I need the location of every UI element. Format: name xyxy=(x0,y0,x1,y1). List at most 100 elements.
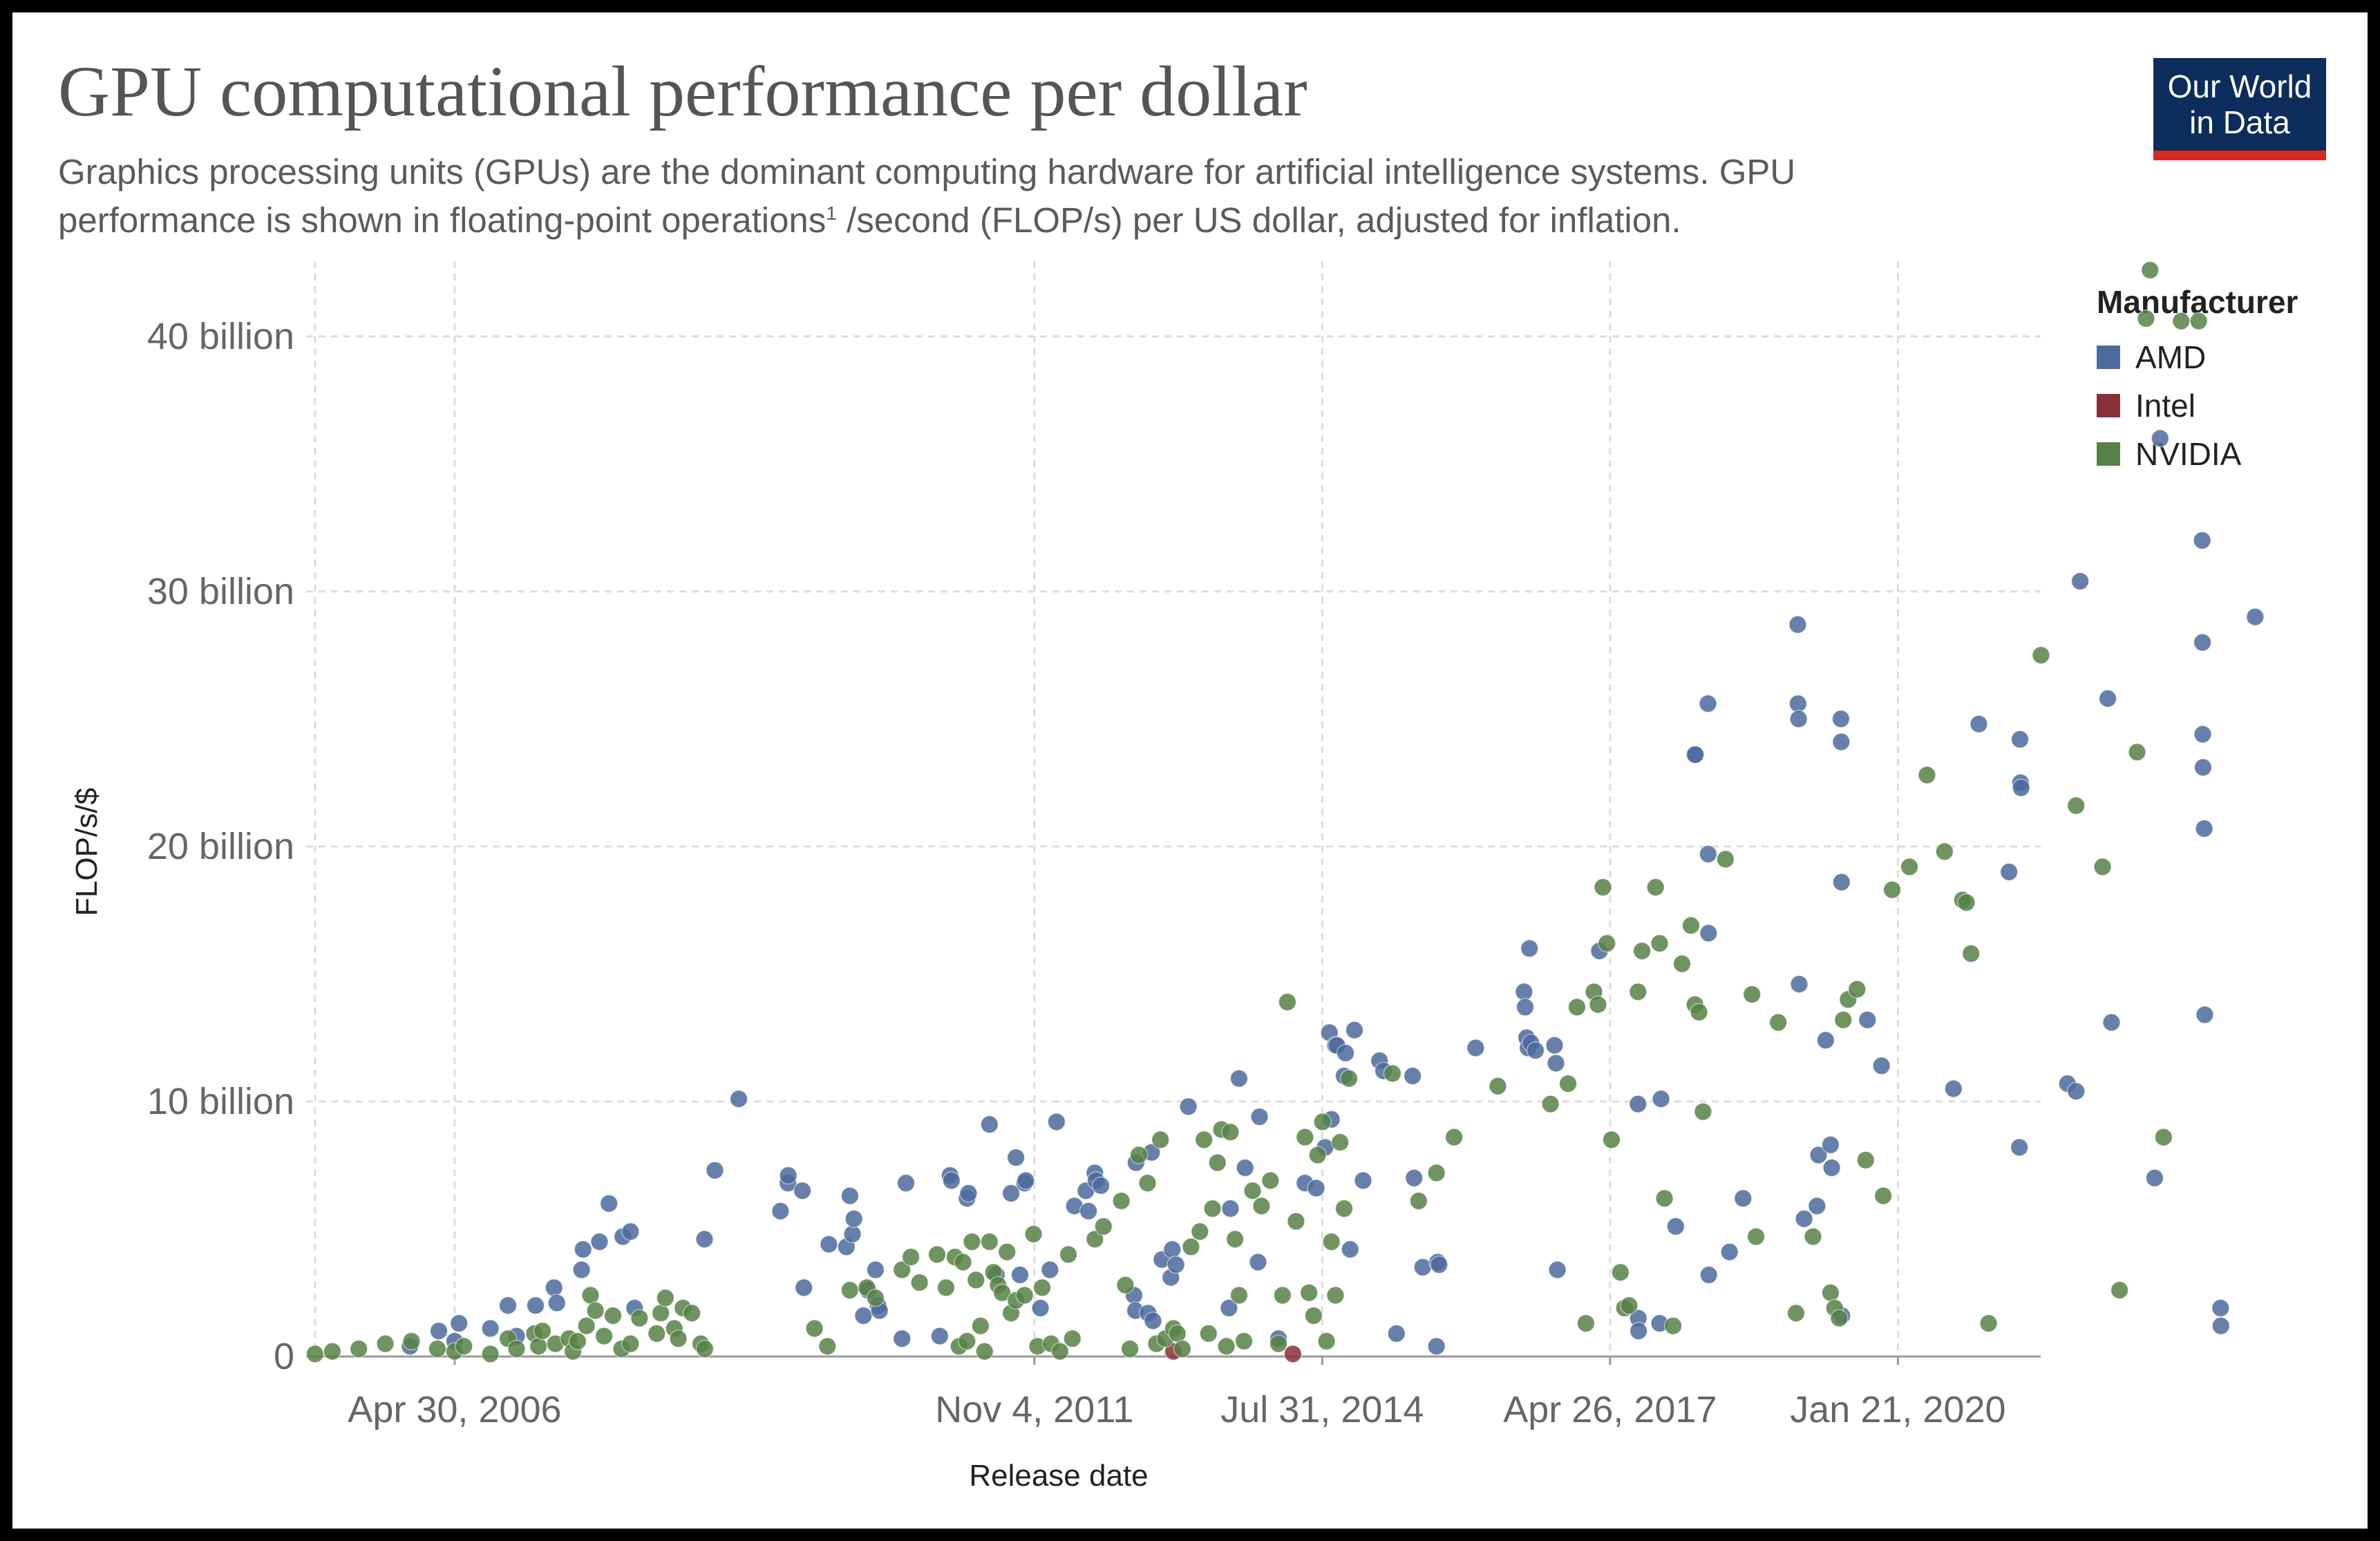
data-point-amd[interactable] xyxy=(1699,694,1717,713)
data-point-nvidia[interactable] xyxy=(1015,1286,1034,1305)
data-point-amd[interactable] xyxy=(1250,1107,1269,1126)
data-point-nvidia[interactable] xyxy=(1339,1069,1359,1088)
data-point-nvidia[interactable] xyxy=(350,1339,368,1359)
data-point-amd[interactable] xyxy=(843,1225,862,1243)
data-point-nvidia[interactable] xyxy=(1234,1332,1254,1350)
data-point-amd[interactable] xyxy=(2098,689,2117,708)
data-point-nvidia[interactable] xyxy=(1594,878,1612,897)
data-point-nvidia[interactable] xyxy=(1650,934,1669,953)
data-point-nvidia[interactable] xyxy=(975,1342,994,1361)
data-point-nvidia[interactable] xyxy=(1743,985,1762,1004)
data-point-nvidia[interactable] xyxy=(1334,1199,1354,1218)
data-point-amd[interactable] xyxy=(600,1194,618,1213)
data-point-nvidia[interactable] xyxy=(1979,1314,1998,1333)
data-point-amd[interactable] xyxy=(1167,1256,1185,1274)
data-point-nvidia[interactable] xyxy=(805,1319,824,1338)
data-point-amd[interactable] xyxy=(1047,1113,1066,1131)
data-point-amd[interactable] xyxy=(2246,607,2265,626)
data-point-nvidia[interactable] xyxy=(1882,880,1902,899)
data-point-nvidia[interactable] xyxy=(1261,1171,1280,1190)
data-point-nvidia[interactable] xyxy=(1221,1123,1240,1142)
data-point-nvidia[interactable] xyxy=(1317,1332,1336,1350)
data-point-amd[interactable] xyxy=(729,1090,748,1108)
data-point-amd[interactable] xyxy=(1686,745,1705,764)
data-point-nvidia[interactable] xyxy=(1322,1232,1341,1251)
data-point-amd[interactable] xyxy=(1832,732,1851,751)
data-point-nvidia[interactable] xyxy=(1769,1013,1788,1032)
data-point-amd[interactable] xyxy=(590,1232,609,1251)
data-point-amd[interactable] xyxy=(1699,1265,1718,1285)
data-point-amd[interactable] xyxy=(1017,1171,1035,1190)
data-point-nvidia[interactable] xyxy=(1576,1314,1595,1333)
data-point-amd[interactable] xyxy=(2000,862,2019,881)
data-point-nvidia[interactable] xyxy=(1269,1334,1288,1353)
data-point-amd[interactable] xyxy=(706,1161,724,1180)
data-point-amd[interactable] xyxy=(820,1235,838,1254)
data-point-nvidia[interactable] xyxy=(1567,998,1587,1017)
data-point-nvidia[interactable] xyxy=(1589,995,1607,1014)
data-point-amd[interactable] xyxy=(2193,725,2212,744)
data-point-nvidia[interactable] xyxy=(1168,1324,1187,1343)
data-point-amd[interactable] xyxy=(1789,710,1808,728)
data-point-amd[interactable] xyxy=(1179,1097,1198,1116)
data-point-amd[interactable] xyxy=(1307,1179,1325,1198)
data-point-amd[interactable] xyxy=(1007,1148,1026,1167)
data-point-nvidia[interactable] xyxy=(1191,1222,1209,1241)
legend-item-amd[interactable]: AMD xyxy=(2097,333,2298,381)
data-point-nvidia[interactable] xyxy=(866,1289,885,1307)
data-point-nvidia[interactable] xyxy=(1716,850,1735,869)
data-point-amd[interactable] xyxy=(545,1278,563,1297)
data-point-amd[interactable] xyxy=(1699,844,1718,864)
data-point-nvidia[interactable] xyxy=(2067,796,2086,815)
owid-logo[interactable]: Our World in Data xyxy=(2153,58,2326,160)
data-point-nvidia[interactable] xyxy=(1427,1164,1446,1182)
data-point-amd[interactable] xyxy=(1091,1176,1111,1195)
data-point-amd[interactable] xyxy=(1163,1240,1182,1259)
data-point-nvidia[interactable] xyxy=(1445,1128,1464,1146)
data-point-amd[interactable] xyxy=(980,1115,999,1134)
data-point-nvidia[interactable] xyxy=(1151,1131,1170,1149)
data-point-amd[interactable] xyxy=(1734,1189,1753,1208)
data-point-amd[interactable] xyxy=(1822,1158,1841,1178)
data-point-nvidia[interactable] xyxy=(936,1278,956,1297)
data-point-amd[interactable] xyxy=(795,1278,813,1297)
data-point-nvidia[interactable] xyxy=(323,1342,342,1361)
data-point-nvidia[interactable] xyxy=(980,1232,999,1251)
data-point-nvidia[interactable] xyxy=(1326,1286,1345,1305)
data-point-amd[interactable] xyxy=(1970,715,1988,733)
data-point-nvidia[interactable] xyxy=(1121,1339,1140,1359)
data-point-amd[interactable] xyxy=(1699,924,1718,943)
data-point-amd[interactable] xyxy=(840,1187,859,1205)
data-point-nvidia[interactable] xyxy=(586,1301,605,1320)
data-point-amd[interactable] xyxy=(1526,1041,1545,1060)
data-point-amd[interactable] xyxy=(2193,633,2212,652)
data-point-amd[interactable] xyxy=(930,1327,949,1345)
data-point-amd[interactable] xyxy=(2195,819,2213,838)
data-point-nvidia[interactable] xyxy=(993,1283,1012,1302)
data-point-amd[interactable] xyxy=(2193,531,2211,550)
data-point-nvidia[interactable] xyxy=(1690,1003,1708,1021)
data-point-amd[interactable] xyxy=(1229,1069,1249,1088)
data-point-amd[interactable] xyxy=(896,1173,916,1193)
data-point-nvidia[interactable] xyxy=(1304,1306,1323,1325)
data-point-amd[interactable] xyxy=(1354,1171,1372,1190)
data-point-amd[interactable] xyxy=(1720,1242,1739,1261)
data-point-nvidia[interactable] xyxy=(1746,1227,1766,1246)
data-point-nvidia[interactable] xyxy=(402,1332,421,1350)
data-point-nvidia[interactable] xyxy=(2093,858,2112,876)
data-point-nvidia[interactable] xyxy=(1821,1283,1840,1302)
data-point-amd[interactable] xyxy=(2211,1316,2230,1335)
data-point-nvidia[interactable] xyxy=(529,1337,548,1356)
data-point-amd[interactable] xyxy=(1832,873,1851,891)
data-point-nvidia[interactable] xyxy=(1786,1304,1806,1323)
data-point-amd[interactable] xyxy=(2067,1082,2086,1101)
data-point-nvidia[interactable] xyxy=(2032,646,2050,665)
data-point-amd[interactable] xyxy=(1872,1057,1891,1075)
data-point-nvidia[interactable] xyxy=(1273,1286,1292,1305)
data-point-amd[interactable] xyxy=(695,1230,714,1249)
data-point-nvidia[interactable] xyxy=(533,1321,552,1341)
data-point-amd[interactable] xyxy=(1831,710,1851,728)
data-point-amd[interactable] xyxy=(959,1184,978,1202)
data-point-nvidia[interactable] xyxy=(927,1245,947,1264)
data-point-nvidia[interactable] xyxy=(669,1330,688,1348)
